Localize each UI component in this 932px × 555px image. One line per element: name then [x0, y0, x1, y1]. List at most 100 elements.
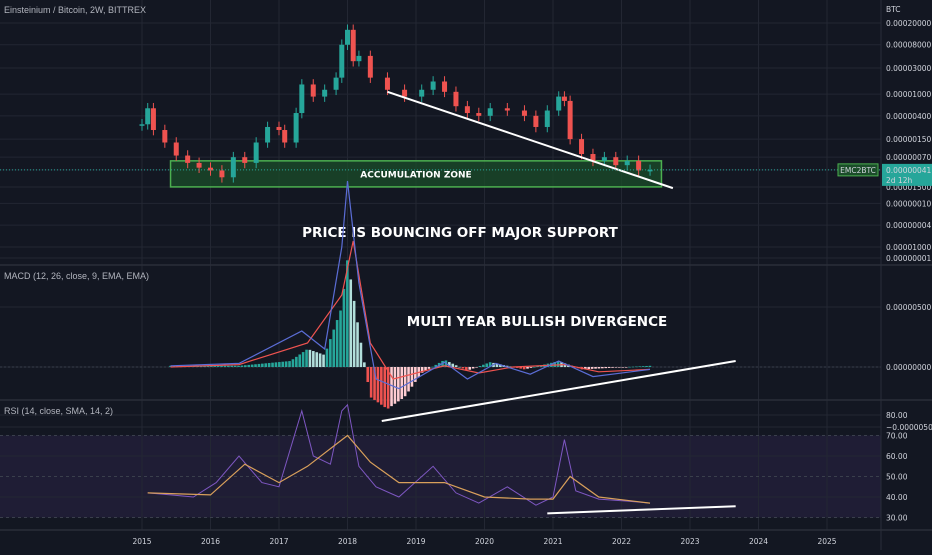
macd-histogram-bar — [373, 367, 376, 400]
macd-histogram-bar — [322, 354, 325, 367]
macd-histogram-bar — [471, 367, 475, 369]
macd-tick-label: −0.00000500 — [886, 423, 932, 432]
macd-histogram-bar — [380, 367, 383, 405]
macd-tick-label: 0.00001000 — [886, 243, 932, 252]
macd-histogram-bar — [366, 367, 370, 383]
x-tick-label: 2018 — [338, 537, 357, 546]
macd-histogram-bar — [288, 361, 291, 367]
candle-body — [402, 89, 408, 97]
macd-histogram-bar — [274, 362, 278, 367]
macd-histogram-bar — [230, 365, 234, 367]
price-tick-label: 0.00000150 — [886, 135, 932, 144]
macd-histogram-bar — [584, 367, 587, 370]
macd-histogram-bar — [210, 365, 213, 367]
macd-histogram-bar — [291, 359, 295, 367]
macd-histogram-bar — [641, 366, 645, 367]
macd-histogram-bar — [461, 367, 465, 369]
macd-histogram-bar — [451, 363, 455, 367]
candle-body — [356, 55, 362, 62]
candle-body — [145, 108, 151, 125]
macd-histogram-bar — [478, 365, 482, 367]
candle-body — [367, 55, 373, 78]
macd-tick-label: 0.00001500 — [886, 183, 932, 192]
macd-histogram-bar — [369, 367, 373, 398]
rsi-tick-label: 80.00 — [886, 411, 908, 420]
candle-body — [350, 29, 356, 62]
macd-histogram-bar — [267, 362, 271, 367]
macd-histogram-bar — [356, 322, 359, 367]
macd-histogram-bar — [587, 367, 591, 370]
macd-histogram-bar — [631, 366, 635, 368]
macd-histogram-bar — [611, 367, 614, 368]
price-tick-label: 0.00008000 — [886, 41, 932, 50]
macd-histogram-bar — [458, 366, 461, 368]
candle-body — [453, 91, 459, 107]
macd-histogram-bar — [332, 329, 336, 367]
candle-body — [521, 110, 527, 116]
macd-histogram-bar — [431, 366, 434, 368]
macd-histogram-bar — [618, 367, 621, 368]
macd-histogram-bar — [254, 364, 257, 367]
macd-histogram-bar — [488, 362, 492, 367]
macd-histogram-bar — [359, 342, 363, 367]
candle-body — [636, 160, 642, 171]
candle-body — [533, 115, 539, 127]
macd-histogram-bar — [278, 362, 281, 367]
macd-histogram-bar — [257, 363, 261, 367]
macd-histogram-bar — [624, 367, 628, 368]
macd-histogram-bar — [614, 367, 618, 368]
x-tick-label: 2019 — [406, 537, 425, 546]
macd-histogram-bar — [397, 367, 400, 402]
bar-countdown: 2d 12h — [886, 176, 912, 185]
price-tick-label: 0.00000001 — [886, 254, 932, 263]
macd-histogram-bar — [383, 367, 387, 408]
macd-histogram-bar — [349, 279, 353, 367]
macd-histogram-bar — [482, 364, 485, 367]
macd-histogram-bar — [386, 367, 390, 409]
candle-body — [293, 113, 299, 143]
macd-histogram-bar — [533, 366, 536, 368]
candle-body — [299, 84, 305, 114]
macd-histogram-bar — [499, 364, 502, 367]
macd-histogram-bar — [410, 367, 414, 387]
candle-body — [601, 157, 607, 161]
macd-histogram-bar — [244, 365, 247, 367]
macd-histogram-bar — [485, 363, 489, 367]
x-tick-label: 2017 — [269, 537, 288, 546]
macd-histogram-bar — [363, 362, 366, 367]
candle-body — [487, 108, 493, 116]
x-tick-label: 2021 — [543, 537, 562, 546]
price-tick-label: 0.00000400 — [886, 112, 932, 121]
candle-body — [590, 154, 596, 161]
price-pane-title: Einsteinium / Bitcoin, 2W, BITTREX — [4, 5, 147, 15]
candle-body — [430, 81, 436, 90]
rsi-tick-label: 70.00 — [886, 432, 908, 441]
candle-body — [310, 84, 316, 97]
macd-histogram-bar — [590, 367, 594, 369]
price-tick-label: 0.00000010 — [886, 199, 932, 208]
rsi-line — [147, 403, 651, 506]
macd-histogram-bar — [233, 365, 237, 367]
rsi-ma-line — [147, 434, 651, 504]
candle-body — [556, 96, 562, 111]
macd-histogram-bar — [281, 361, 285, 367]
rsi-tick-label: 40.00 — [886, 493, 908, 502]
macd-histogram-bar — [325, 348, 329, 367]
macd-histogram-bar — [298, 354, 302, 367]
macd-histogram-bar — [635, 366, 638, 368]
candle-body — [333, 77, 339, 90]
candle-body — [419, 89, 425, 97]
rsi-pane-title: RSI (14, close, SMA, 14, 2) — [4, 406, 114, 416]
candle-body — [282, 130, 288, 143]
candle-body — [442, 81, 448, 92]
macd-histogram-bar — [227, 365, 230, 367]
macd-histogram-bar — [454, 365, 458, 367]
macd-histogram-bar — [223, 365, 227, 367]
candle-body — [345, 29, 350, 45]
candle-body — [242, 157, 248, 163]
macd-histogram-bar — [407, 367, 410, 392]
macd-histogram-bar — [509, 366, 512, 368]
x-tick-label: 2024 — [749, 537, 768, 546]
candle-body — [567, 100, 573, 140]
